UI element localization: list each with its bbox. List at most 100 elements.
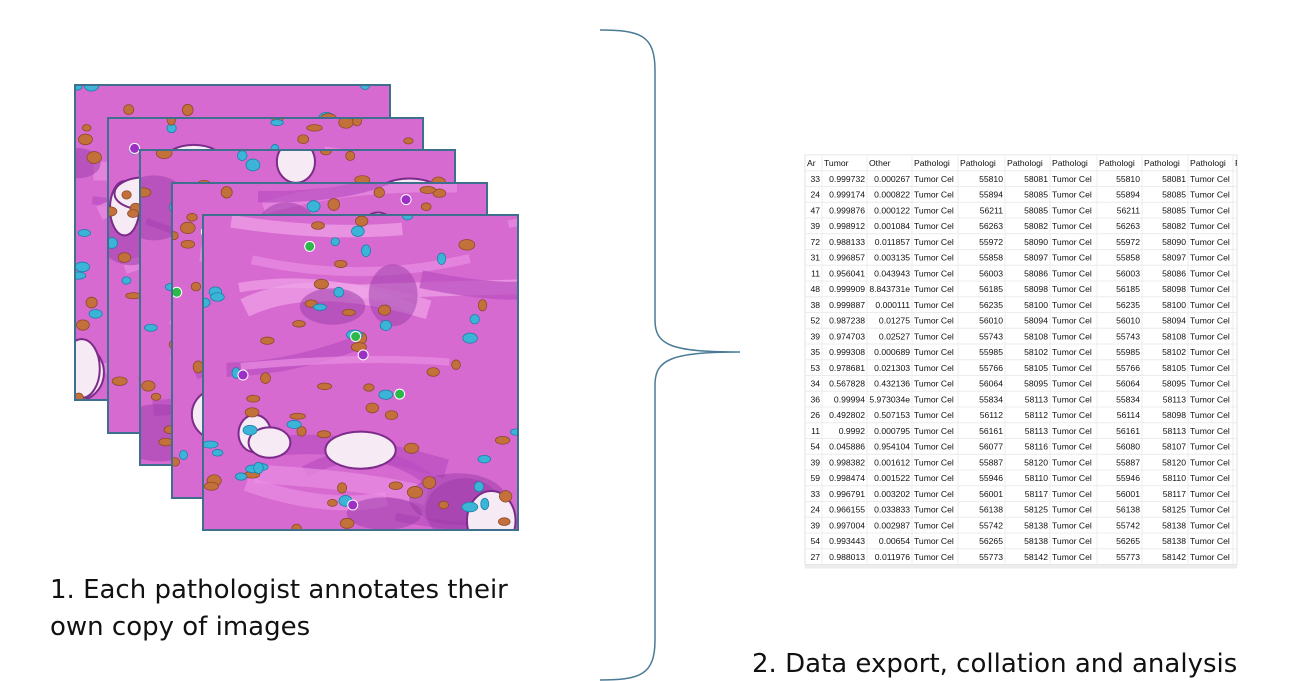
- table-cell: Tumor Cel: [1052, 394, 1092, 404]
- table-cell: Tumor Cel: [914, 284, 954, 294]
- table-cell: 58113: [1163, 394, 1186, 404]
- table-cell: 0.999732: [829, 174, 865, 184]
- table-cell: 11: [811, 268, 820, 278]
- table-cell: 0.011857: [875, 237, 910, 247]
- table-cell: 58125: [1162, 505, 1186, 515]
- header-cell: Pathologi: [1190, 158, 1226, 168]
- table-cell: 58097: [1162, 253, 1186, 263]
- table-cell: 56161: [979, 426, 1003, 436]
- table-cell: 58086: [1024, 268, 1048, 278]
- table-cell: Tumor Cel: [914, 394, 954, 404]
- table-cell: Tumor Cel: [1190, 394, 1230, 404]
- table-cell: 55810: [979, 174, 1003, 184]
- table-cell: 0.999887: [829, 300, 865, 310]
- table-cell: 0.000795: [874, 426, 910, 436]
- table-cell: 56185: [979, 284, 1003, 294]
- table-cell: Tumor Cel: [1052, 316, 1092, 326]
- table-cell: 58120: [1024, 457, 1048, 467]
- table-cell: 0.988013: [829, 552, 865, 562]
- table-cell: 55985: [979, 347, 1003, 357]
- table-cell: 0.003202: [874, 489, 910, 499]
- table-cell: 0.978681: [829, 363, 865, 373]
- table-cell: 0.045886: [829, 442, 865, 452]
- table-cell: 0.000822: [874, 190, 910, 200]
- table-cell: Tumor Cel: [1190, 316, 1230, 326]
- table-cell: Tumor Cel: [914, 536, 954, 546]
- header-cell: F: [1235, 158, 1240, 168]
- table-cell: 0.999909: [829, 284, 865, 294]
- table-cell: 56001: [1116, 489, 1140, 499]
- table-cell: 39: [810, 457, 820, 467]
- table-cell: 0.00654: [879, 536, 910, 546]
- table-cell: Tumor Cel: [1052, 489, 1092, 499]
- table-cell: Tumor Cel: [914, 379, 954, 389]
- table-cell: 56112: [980, 410, 1003, 420]
- table-cell: 55887: [979, 457, 1003, 467]
- table-cell: Tumor Cel: [1052, 520, 1092, 530]
- table-cell: Tumor Cel: [1190, 174, 1230, 184]
- table-cell: 58086: [1162, 268, 1186, 278]
- table-cell: 55972: [979, 237, 1003, 247]
- table-cell: 56138: [979, 505, 1003, 515]
- table-cell: 58085: [1024, 205, 1048, 215]
- header-cell: Pathologi: [1144, 158, 1180, 168]
- table-cell: 56001: [979, 489, 1003, 499]
- table-cell: 58100: [1024, 300, 1048, 310]
- table-cell: 58082: [1024, 221, 1048, 231]
- table-cell: 0.997004: [829, 520, 865, 530]
- table-cell: 47: [810, 205, 820, 215]
- table-cell: Tumor Cel: [1190, 379, 1230, 389]
- table-cell: Tumor Cel: [1190, 489, 1230, 499]
- table-cell: 55858: [1116, 253, 1140, 263]
- table-cell: 0.001084: [874, 221, 910, 231]
- table-cell: 58085: [1162, 205, 1186, 215]
- table-cell: 0.999308: [829, 347, 865, 357]
- table-cell: 58098: [1162, 410, 1186, 420]
- table-cell: 56064: [1116, 379, 1140, 389]
- table-cell: Tumor Cel: [1190, 347, 1230, 357]
- table-cell: 56114: [1117, 410, 1140, 420]
- table-cell: 55766: [1116, 363, 1140, 373]
- table-cell: 58110: [1163, 473, 1186, 483]
- table-cell: Tumor Cel: [914, 190, 954, 200]
- table-cell: 52: [810, 316, 820, 326]
- table-cell: Tumor Cel: [1052, 237, 1092, 247]
- table-cell: 58095: [1162, 379, 1186, 389]
- header-cell: Pathologi: [1099, 158, 1135, 168]
- table-cell: 58085: [1024, 190, 1048, 200]
- table-cell: 58081: [1024, 174, 1048, 184]
- table-cell: 58113: [1025, 394, 1048, 404]
- table-cell: 36: [810, 394, 820, 404]
- table-cell: Tumor Cel: [1052, 379, 1092, 389]
- header-cell: Pathologi: [1007, 158, 1043, 168]
- header-cell: Ar: [807, 158, 816, 168]
- table-cell: 56010: [979, 316, 1003, 326]
- table-cell: 58110: [1025, 473, 1048, 483]
- table-cell: 48: [810, 284, 820, 294]
- table-cell: 0.043943: [874, 268, 910, 278]
- table-cell: 58113: [1163, 426, 1186, 436]
- table-cell: Tumor Cel: [1190, 300, 1230, 310]
- table-cell: 55743: [979, 331, 1003, 341]
- table-cell: 26: [810, 410, 820, 420]
- table-cell: 0.974703: [829, 331, 865, 341]
- table-cell: 55743: [1116, 331, 1140, 341]
- table-cell: 0.999174: [829, 190, 865, 200]
- table-cell: 0.996857: [829, 253, 865, 263]
- table-cell: Tumor Cel: [1052, 174, 1092, 184]
- table-cell: 56003: [979, 268, 1003, 278]
- table-cell: 55946: [979, 473, 1003, 483]
- table-cell: 58117: [1025, 489, 1048, 499]
- table-cell: Tumor Cel: [1052, 284, 1092, 294]
- table-cell: 39: [810, 331, 820, 341]
- table-cell: 0.000111: [875, 300, 910, 310]
- table-cell: 0.02527: [879, 331, 910, 341]
- table-cell: Tumor Cel: [1052, 221, 1092, 231]
- table-cell: 56211: [1117, 205, 1140, 215]
- table-cell: Tumor Cel: [1190, 221, 1230, 231]
- table-cell: 58094: [1162, 316, 1186, 326]
- table-cell: 58097: [1024, 253, 1048, 263]
- table-cell: 0.000689: [874, 347, 910, 357]
- table-cell: 58095: [1024, 379, 1048, 389]
- table-cell: 56265: [1116, 536, 1140, 546]
